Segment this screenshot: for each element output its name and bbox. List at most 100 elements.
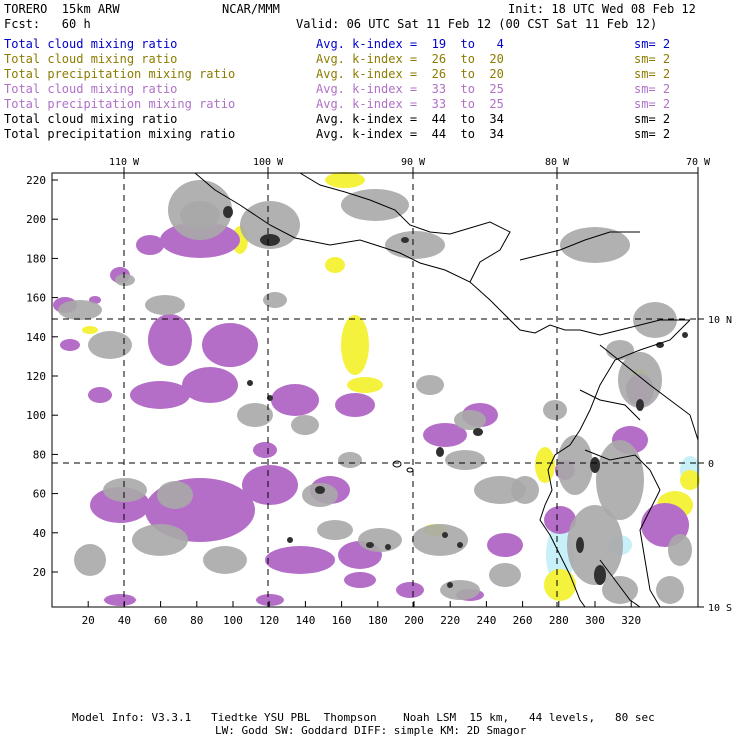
legend-k-index: Avg. k-index = 26 to 20 bbox=[316, 52, 504, 66]
x-tick-label: 120 bbox=[259, 614, 279, 627]
legend-k-index: Avg. k-index = 19 to 4 bbox=[316, 37, 504, 51]
cloud-blob bbox=[302, 483, 338, 507]
cloud-blob bbox=[335, 393, 375, 417]
cloud-blob bbox=[560, 227, 630, 263]
cloud-blob bbox=[104, 594, 136, 606]
cloud-blob bbox=[682, 332, 688, 338]
cloud-blob bbox=[180, 201, 220, 229]
cloud-blob bbox=[82, 326, 98, 334]
lat-lon-grid bbox=[52, 173, 698, 607]
y-tick-label: 200 bbox=[26, 213, 46, 226]
legend-smoothing: sm= 2 bbox=[634, 67, 671, 81]
legend-k-index: Avg. k-index = 44 to 34 bbox=[316, 112, 504, 126]
cloud-blob bbox=[412, 524, 468, 556]
x-tick-label: 300 bbox=[585, 614, 605, 627]
cloud-blob bbox=[58, 300, 102, 320]
x-tick-label: 240 bbox=[476, 614, 496, 627]
legend-k-index: Avg. k-index = 26 to 20 bbox=[316, 67, 504, 81]
organization: NCAR/MMM bbox=[222, 2, 280, 16]
y-tick-label: 120 bbox=[26, 370, 46, 383]
cloud-blob bbox=[291, 415, 319, 435]
cloud-blob bbox=[416, 375, 444, 395]
model-info-line-2: LW: Godd SW: Goddard DIFF: simple KM: 2D… bbox=[215, 724, 527, 737]
cloud-blob bbox=[60, 339, 80, 351]
x-tick-label: 100 bbox=[223, 614, 243, 627]
coastline bbox=[584, 449, 661, 608]
cloud-blob bbox=[317, 520, 353, 540]
x-tick-label: 60 bbox=[154, 614, 167, 627]
cloud-blob bbox=[253, 442, 277, 458]
y-tick-label: 220 bbox=[26, 174, 46, 187]
cloud-blob bbox=[136, 235, 164, 255]
y-tick-label: 40 bbox=[33, 527, 46, 540]
cloud-blob bbox=[341, 315, 369, 375]
y-tick-label: 60 bbox=[33, 488, 46, 501]
longitude-labels: 110 W 100 W 90 W 80 W 70 W bbox=[109, 157, 711, 173]
x-tick-label: 40 bbox=[118, 614, 131, 627]
longitude-label: 80 W bbox=[545, 157, 570, 168]
cloud-blob bbox=[202, 323, 258, 367]
forecast-hour: Fcst: 60 h bbox=[4, 17, 91, 31]
x-tick-label: 140 bbox=[295, 614, 315, 627]
x-tick-label: 160 bbox=[332, 614, 352, 627]
cloud-blob bbox=[338, 452, 362, 468]
cloud-blob bbox=[543, 400, 567, 420]
cloud-blob bbox=[511, 476, 539, 504]
cloud-blob bbox=[115, 274, 135, 286]
latitude-label: 0 bbox=[708, 459, 714, 470]
y-tick-label: 20 bbox=[33, 566, 46, 579]
y-tick-label: 80 bbox=[33, 448, 46, 461]
legend-field-label: Total cloud mixing ratio bbox=[4, 82, 178, 96]
legend-field-label: Total precipitation mixing ratio bbox=[4, 97, 236, 111]
cloud-blob bbox=[594, 565, 606, 585]
init-time: Init: 18 UTC Wed 08 Feb 12 bbox=[508, 2, 696, 16]
coastline bbox=[299, 172, 511, 283]
longitude-label: 90 W bbox=[401, 157, 426, 168]
cloud-blob bbox=[341, 189, 409, 221]
cloud-blob bbox=[385, 231, 445, 259]
cloud-blob bbox=[590, 457, 600, 473]
legend-smoothing: sm= 2 bbox=[634, 37, 671, 51]
valid-time: Valid: 06 UTC Sat 11 Feb 12 (00 CST Sat … bbox=[296, 17, 658, 31]
legend-smoothing: sm= 2 bbox=[634, 112, 671, 126]
cloud-blob bbox=[487, 533, 523, 557]
cloud-blob bbox=[457, 542, 463, 548]
cloud-blob bbox=[366, 542, 374, 548]
cloud-blob bbox=[325, 172, 365, 188]
cloud-blob bbox=[260, 234, 280, 246]
latitude-label: 10 N bbox=[708, 315, 732, 326]
cloud-blob bbox=[247, 380, 253, 386]
y-tick-label: 180 bbox=[26, 252, 46, 265]
longitude-label: 70 W bbox=[686, 157, 711, 168]
cloud-blob bbox=[88, 387, 112, 403]
cloud-blob bbox=[544, 506, 576, 534]
cloud-blob bbox=[263, 292, 287, 308]
y-tick-label: 160 bbox=[26, 292, 46, 305]
cloud-blob bbox=[157, 481, 193, 509]
model-title: TORERO 15km ARW bbox=[4, 2, 120, 16]
legend-field-label: Total precipitation mixing ratio bbox=[4, 127, 236, 141]
cloud-blob bbox=[606, 340, 634, 360]
cloud-blob bbox=[596, 440, 644, 520]
cloud-blob bbox=[315, 486, 325, 494]
coastline bbox=[599, 344, 699, 441]
map-frame bbox=[51, 172, 699, 608]
cloud-blob bbox=[358, 528, 402, 552]
cloud-blob bbox=[633, 302, 677, 338]
cloud-blob bbox=[454, 410, 486, 430]
x-tick-label: 20 bbox=[82, 614, 95, 627]
x-axis-ticks: 20 40 60 80 100 120 140 160 180 200 220 240 260 280 30… bbox=[82, 601, 641, 627]
cloud-blob bbox=[396, 582, 424, 598]
legend-field-label: Total cloud mixing ratio bbox=[4, 37, 178, 51]
cloud-blob bbox=[535, 447, 555, 483]
cloud-blob bbox=[401, 237, 409, 243]
legend-k-index: Avg. k-index = 33 to 25 bbox=[316, 97, 504, 111]
x-tick-label: 80 bbox=[190, 614, 203, 627]
cloud-blob bbox=[256, 594, 284, 606]
cloud-blob bbox=[636, 399, 644, 411]
y-tick-label: 140 bbox=[26, 331, 46, 344]
cloud-blob bbox=[344, 572, 376, 588]
legend-field-label: Total precipitation mixing ratio bbox=[4, 67, 236, 81]
cloud-blob bbox=[447, 582, 453, 588]
y-axis-ticks: 220 200 180 160 140 120 100 80 60 40 20 bbox=[26, 174, 58, 579]
